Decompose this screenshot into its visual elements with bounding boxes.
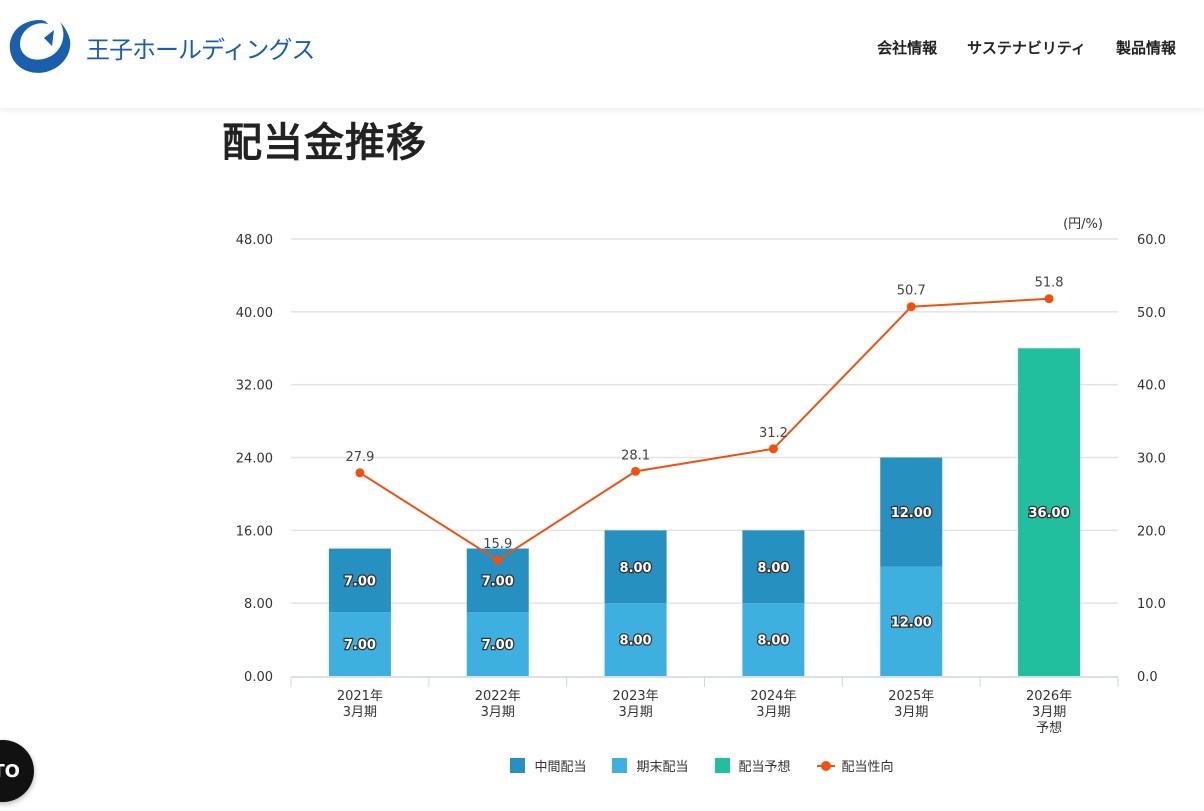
bar-data-label: 12.00 bbox=[891, 506, 932, 521]
floating-button-label: TO bbox=[0, 760, 20, 782]
bar-segment bbox=[604, 603, 667, 676]
payout-ratio-point bbox=[493, 555, 503, 565]
bar-data-label: 8.00 bbox=[757, 634, 789, 649]
bar-segment bbox=[328, 548, 391, 613]
payout-ratio-label: 51.8 bbox=[1035, 276, 1064, 291]
legend-item-interim[interactable]: 中間配当 bbox=[510, 756, 586, 775]
payout-ratio-label: 50.7 bbox=[897, 284, 926, 299]
x-category-label: 2023年 bbox=[613, 689, 659, 704]
payout-ratio-point bbox=[906, 302, 916, 312]
y-right-tick-label: 30.0 bbox=[1137, 452, 1166, 467]
bar-segment bbox=[328, 612, 391, 676]
bar-segment bbox=[742, 530, 805, 604]
company-logo[interactable]: 王子ホールディングス bbox=[6, 16, 315, 78]
y-right-tick-label: 50.0 bbox=[1137, 306, 1166, 321]
logo-text: 王子ホールディングス bbox=[86, 35, 315, 64]
label-layer: 7.00 7.00 7.00 7.00 8.00 8.00 8.00 8.00 12.00 12.… bbox=[343, 276, 1071, 655]
payout-ratio-label: 28.1 bbox=[621, 448, 650, 463]
bar-segment bbox=[1018, 348, 1081, 676]
legend-swatch-year-end bbox=[612, 758, 628, 773]
y-left-tick-label: 16.00 bbox=[236, 524, 273, 539]
bar-data-label: 8.00 bbox=[757, 561, 789, 576]
line-layer bbox=[355, 294, 1054, 565]
y-left-tick-label: 24.00 bbox=[236, 452, 273, 467]
page-title: 配当金推移 bbox=[222, 120, 427, 166]
x-category-label: 3月期 bbox=[481, 705, 515, 720]
legend-swatch-interim bbox=[510, 758, 526, 773]
x-category-label: 2021年 bbox=[337, 689, 383, 704]
bar-data-label: 8.00 bbox=[620, 561, 652, 576]
bar-layer bbox=[328, 348, 1081, 676]
axis-layer: 0.00 8.00 16.00 24.00 32.00 40.00 48.00 0.0 10.0… bbox=[236, 233, 1166, 736]
grid-layer bbox=[291, 238, 1118, 604]
nav-item-company-info[interactable]: 会社情報 bbox=[877, 39, 938, 57]
x-category-label: 3月期 bbox=[1032, 705, 1066, 720]
x-category-label: 2026年 bbox=[1026, 689, 1072, 704]
bar-data-label: 7.00 bbox=[344, 638, 376, 653]
legend-label: 中間配当 bbox=[534, 760, 587, 775]
bar-segment bbox=[880, 566, 943, 676]
unit-label: (円/%) bbox=[1063, 217, 1103, 232]
y-left-tick-label: 32.00 bbox=[236, 379, 273, 394]
nav-item-products[interactable]: 製品情報 bbox=[1115, 39, 1176, 57]
legend-label: 配当予想 bbox=[738, 760, 791, 775]
x-category-label: 2025年 bbox=[888, 689, 934, 704]
x-category-label: 予想 bbox=[1036, 720, 1062, 736]
bar-segment bbox=[742, 603, 805, 676]
nav-item-sustainability[interactable]: サステナビリティ bbox=[967, 39, 1086, 57]
payout-ratio-point bbox=[1044, 294, 1054, 304]
site-header: 王子ホールディングス 会社情報 サステナビリティ 製品情報 bbox=[0, 0, 1204, 108]
legend-label: 期末配当 bbox=[636, 760, 689, 775]
legend-line-marker-icon bbox=[816, 760, 835, 771]
x-category-label: 3月期 bbox=[343, 705, 377, 720]
legend-label: 配当性向 bbox=[841, 760, 894, 775]
bar-data-label: 7.00 bbox=[482, 638, 514, 653]
bar-data-label: 7.00 bbox=[344, 574, 376, 589]
bar-data-label: 8.00 bbox=[620, 634, 652, 649]
y-left-tick-label: 0.00 bbox=[244, 670, 273, 685]
bar-segment bbox=[880, 457, 943, 567]
bar-data-label: 36.00 bbox=[1029, 506, 1070, 521]
x-category-label: 3月期 bbox=[756, 705, 790, 720]
y-left-tick-label: 48.00 bbox=[236, 233, 273, 248]
y-right-tick-label: 20.0 bbox=[1137, 524, 1166, 539]
y-right-tick-label: 0.0 bbox=[1137, 670, 1158, 685]
y-left-tick-label: 40.00 bbox=[236, 306, 273, 321]
payout-ratio-label: 27.9 bbox=[345, 450, 374, 465]
x-category-label: 3月期 bbox=[618, 705, 652, 720]
payout-ratio-label: 15.9 bbox=[483, 537, 512, 552]
y-right-tick-label: 10.0 bbox=[1137, 597, 1166, 612]
logo-mark-icon bbox=[9, 20, 71, 73]
legend-swatch-forecast bbox=[714, 758, 730, 773]
y-right-tick-label: 60.0 bbox=[1137, 233, 1166, 248]
legend-item-year-end[interactable]: 期末配当 bbox=[612, 756, 689, 775]
y-left-tick-label: 8.00 bbox=[244, 597, 273, 612]
bar-segment bbox=[604, 530, 667, 604]
payout-ratio-point bbox=[355, 468, 365, 478]
payout-ratio-point bbox=[768, 444, 778, 454]
payout-ratio-point bbox=[631, 466, 641, 476]
legend-item-forecast[interactable]: 配当予想 bbox=[714, 756, 791, 775]
payout-ratio-label: 31.2 bbox=[759, 426, 788, 441]
x-category-label: 3月期 bbox=[894, 705, 928, 720]
payout-ratio-line bbox=[359, 297, 1050, 562]
y-right-tick-label: 40.0 bbox=[1137, 379, 1166, 394]
x-category-label: 2024年 bbox=[750, 689, 796, 704]
bar-data-label: 12.00 bbox=[891, 615, 932, 630]
main-nav: 会社情報 サステナビリティ 製品情報 bbox=[877, 37, 1176, 58]
bar-segment bbox=[466, 612, 529, 676]
bar-data-label: 7.00 bbox=[482, 574, 514, 589]
x-category-label: 2022年 bbox=[475, 689, 521, 704]
chart-legend: 中間配当 期末配当 配当予想 配当性向 bbox=[0, 756, 1204, 775]
legend-item-payout-ratio[interactable]: 配当性向 bbox=[816, 756, 894, 775]
